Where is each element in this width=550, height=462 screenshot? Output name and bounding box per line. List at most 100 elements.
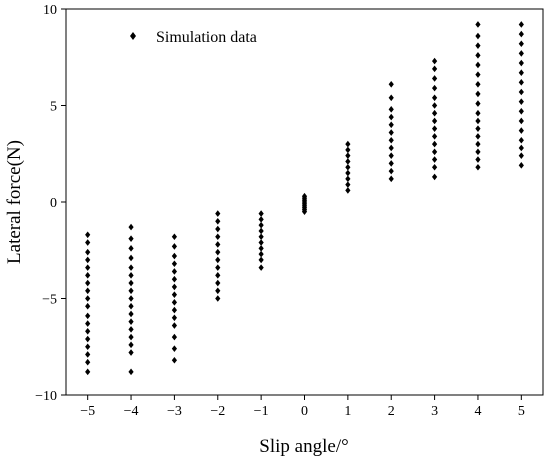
x-tick-label: −5 (80, 404, 95, 419)
data-point (388, 80, 394, 88)
data-point (431, 65, 438, 73)
data-point (475, 42, 481, 49)
x-tick-label: 4 (474, 404, 481, 419)
data-point (518, 50, 524, 57)
data-point (171, 356, 178, 364)
data-point (345, 181, 351, 188)
data-point (171, 333, 178, 341)
data-point (85, 239, 91, 246)
data-point (345, 175, 351, 183)
data-point (431, 133, 438, 140)
data-point (215, 295, 221, 302)
data-point (388, 106, 394, 113)
data-point (171, 299, 178, 306)
data-point (128, 310, 134, 318)
data-point (258, 221, 264, 229)
data-point (85, 368, 91, 376)
data-point (388, 113, 394, 121)
data-point (518, 69, 524, 76)
data-point (518, 98, 524, 105)
data-point (388, 167, 394, 175)
data-point (85, 256, 91, 264)
data-point (85, 312, 91, 320)
data-point (128, 272, 134, 279)
data-point (431, 94, 438, 102)
x-tick-label: 3 (431, 404, 438, 419)
data-point (128, 279, 134, 287)
data-point (128, 302, 134, 310)
data-point (345, 146, 351, 154)
data-point (258, 210, 264, 217)
data-point (475, 100, 481, 107)
data-point (518, 30, 524, 38)
data-point (85, 272, 91, 279)
data-point (171, 291, 178, 298)
data-point (128, 245, 134, 252)
data-points (85, 21, 524, 376)
data-point (475, 163, 481, 171)
data-point (128, 349, 134, 356)
data-point (388, 175, 394, 183)
data-point (258, 239, 264, 246)
data-point (431, 140, 438, 148)
data-point (171, 260, 178, 268)
data-point (171, 233, 178, 241)
data-point (215, 256, 221, 264)
data-point (85, 320, 91, 327)
data-point (518, 127, 524, 134)
data-point (388, 121, 394, 129)
data-point (215, 272, 221, 279)
data-point (388, 94, 394, 102)
data-point (258, 245, 264, 252)
data-point (475, 148, 481, 156)
data-point (518, 107, 524, 115)
data-point (518, 40, 524, 48)
x-tick-label: 0 (301, 404, 308, 419)
data-point (431, 163, 438, 171)
data-point (345, 187, 351, 194)
data-point (128, 318, 134, 325)
data-point (215, 210, 221, 217)
data-point (518, 117, 524, 125)
data-point (431, 148, 438, 156)
data-point (258, 264, 264, 271)
data-point (475, 140, 481, 148)
data-point (345, 152, 351, 159)
data-point (388, 152, 394, 159)
data-point (258, 216, 264, 223)
data-point (388, 136, 394, 144)
x-axis-label: Slip angle/° (259, 436, 348, 457)
data-point (475, 133, 481, 140)
data-point (128, 254, 134, 262)
data-point (128, 264, 134, 271)
data-point (518, 21, 524, 28)
x-tick-label: −3 (167, 404, 182, 419)
data-point (431, 125, 438, 132)
data-point (128, 295, 134, 302)
data-point (518, 152, 524, 159)
data-point (128, 326, 134, 333)
data-point (85, 295, 91, 302)
data-point (171, 306, 178, 314)
data-point (215, 248, 221, 256)
data-point (171, 345, 178, 352)
data-point (215, 218, 221, 225)
data-point (85, 328, 91, 335)
data-point (171, 283, 178, 291)
y-tick-label: −5 (42, 293, 57, 308)
data-point (431, 75, 438, 82)
data-point (85, 302, 91, 310)
data-point (85, 351, 91, 358)
x-tick-label: −4 (124, 404, 139, 419)
data-point (85, 248, 91, 256)
data-point (85, 287, 91, 295)
data-point (215, 287, 221, 295)
data-point (85, 335, 91, 343)
data-point (388, 144, 394, 152)
data-point (475, 90, 481, 98)
data-point (128, 223, 134, 231)
y-axis-ticks: −10 −5 0 5 10 (35, 3, 66, 404)
y-tick-label: 5 (50, 100, 57, 115)
y-tick-label: 10 (43, 3, 57, 18)
